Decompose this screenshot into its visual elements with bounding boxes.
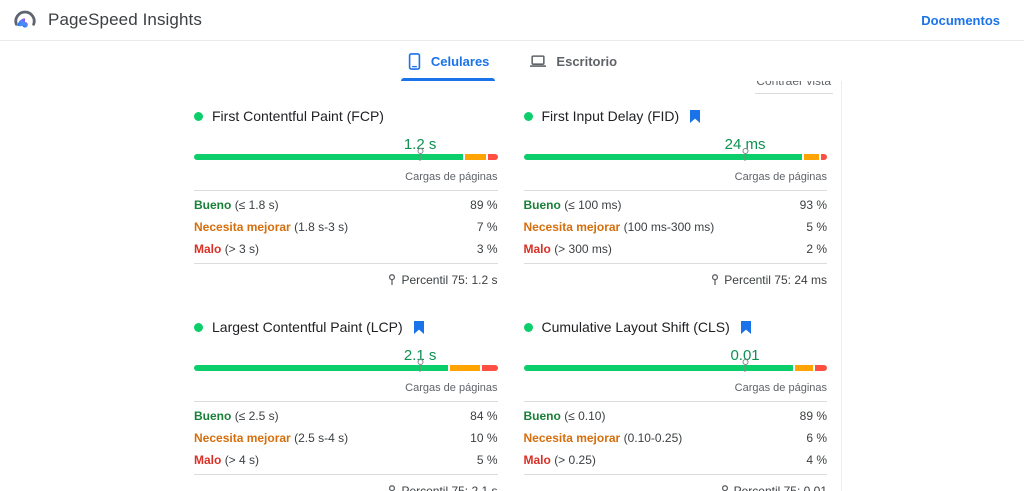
metric-value: 24 ms bbox=[724, 136, 766, 153]
p75-marker-icon bbox=[742, 148, 749, 161]
percentile-row: Percentil 75: 2.1 s bbox=[194, 475, 498, 491]
docs-link[interactable]: Documentos bbox=[921, 12, 1000, 28]
bookmark-icon[interactable] bbox=[740, 320, 751, 334]
p75-marker-icon bbox=[742, 359, 749, 372]
metric-status-dot bbox=[194, 322, 203, 332]
dist-row-good: Bueno (≤ 0.10) 89 % bbox=[523, 409, 828, 423]
app-header: PageSpeed Insights Documentos bbox=[0, 0, 1024, 41]
laptop-icon bbox=[529, 54, 547, 69]
metric-value: 1.2 s bbox=[403, 136, 437, 153]
bookmark-icon[interactable] bbox=[413, 320, 424, 334]
metric-status-dot bbox=[523, 111, 533, 121]
metrics-grid: First Contentful Paint (FCP) 1.2 s Carga… bbox=[182, 94, 841, 491]
distribution-bar bbox=[194, 359, 498, 372]
bar-segment-poor bbox=[814, 365, 827, 371]
bar-segment-good bbox=[194, 365, 449, 371]
percentile-marker-icon bbox=[388, 485, 396, 491]
phone-icon bbox=[407, 52, 422, 70]
bar-segment-good bbox=[523, 154, 803, 160]
metric-title: Largest Contentful Paint (LCP) bbox=[212, 319, 403, 335]
metric-value: 2.1 s bbox=[403, 347, 437, 364]
metric-status-dot bbox=[523, 322, 533, 332]
bar-segment-poor bbox=[821, 154, 827, 160]
brand[interactable]: PageSpeed Insights bbox=[12, 7, 202, 33]
dist-row-needs-improvement: Necesita mejorar (2.5 s-4 s) 10 % bbox=[194, 431, 498, 445]
percentile-marker-icon bbox=[711, 274, 719, 286]
metric-title: First Contentful Paint (FCP) bbox=[212, 108, 384, 124]
bar-segment-needs-improvement bbox=[465, 154, 487, 160]
percentile-value: Percentil 75: 24 ms bbox=[724, 273, 827, 287]
dist-row-poor: Malo (> 4 s) 5 % bbox=[194, 453, 498, 467]
dist-row-needs-improvement: Necesita mejorar (0.10-0.25) 6 % bbox=[523, 431, 828, 445]
percentile-value: Percentil 75: 1.2 s bbox=[401, 273, 498, 287]
page-loads-label: Cargas de páginas bbox=[194, 382, 498, 402]
percentile-marker-icon bbox=[388, 274, 396, 286]
tab-desktop-label: Escritorio bbox=[556, 53, 618, 69]
percentile-row: Percentil 75: 24 ms bbox=[524, 264, 827, 287]
dist-row-good: Bueno (≤ 2.5 s) 84 % bbox=[194, 409, 498, 423]
bar-segment-poor bbox=[488, 154, 498, 160]
tab-desktop[interactable]: Escritorio bbox=[523, 41, 623, 81]
bar-segment-good bbox=[194, 154, 464, 160]
page-loads-label: Cargas de páginas bbox=[523, 382, 827, 402]
distribution-bar bbox=[194, 148, 498, 161]
percentile-row: Percentil 75: 1.2 s bbox=[194, 264, 498, 287]
bar-segment-needs-improvement bbox=[794, 365, 813, 371]
view-toggle-row: Contraer vista bbox=[182, 81, 841, 94]
bar-segment-poor bbox=[482, 365, 498, 371]
bar-segment-good bbox=[523, 365, 793, 371]
p75-marker-icon bbox=[417, 359, 424, 372]
page-loads-label: Cargas de páginas bbox=[523, 171, 827, 191]
metric-card-lcp: Largest Contentful Paint (LCP) 2.1 s Car… bbox=[194, 317, 498, 491]
pagespeed-logo-icon bbox=[12, 7, 38, 33]
metric-card-cls: Cumulative Layout Shift (CLS) 0.01 Carga… bbox=[523, 317, 828, 491]
device-tabbar: Celulares Escritorio bbox=[0, 41, 1024, 81]
tab-mobile-label: Celulares bbox=[430, 53, 490, 69]
metric-status-dot bbox=[194, 111, 203, 121]
tab-mobile[interactable]: Celulares bbox=[400, 41, 496, 81]
dist-row-poor: Malo (> 0.25) 4 % bbox=[523, 453, 828, 467]
bar-segment-needs-improvement bbox=[450, 365, 481, 371]
dist-row-good: Bueno (≤ 100 ms) 93 % bbox=[523, 198, 828, 212]
dist-row-poor: Malo (> 3 s) 3 % bbox=[194, 242, 498, 256]
distribution-bar bbox=[523, 148, 828, 161]
percentile-marker-icon bbox=[721, 485, 729, 491]
metric-card-fid: First Input Delay (FID) 24 ms Cargas de … bbox=[523, 106, 828, 287]
page-title: PageSpeed Insights bbox=[48, 10, 202, 29]
percentile-value: Percentil 75: 0.01 bbox=[733, 484, 827, 491]
metric-card-fcp: First Contentful Paint (FCP) 1.2 s Carga… bbox=[194, 106, 498, 287]
metric-title: First Input Delay (FID) bbox=[541, 108, 680, 124]
bookmark-icon[interactable] bbox=[690, 109, 701, 123]
dist-row-needs-improvement: Necesita mejorar (1.8 s-3 s) 7 % bbox=[194, 220, 498, 234]
percentile-row: Percentil 75: 0.01 bbox=[524, 475, 827, 491]
bar-segment-needs-improvement bbox=[804, 154, 819, 160]
dist-row-needs-improvement: Necesita mejorar (100 ms-300 ms) 5 % bbox=[523, 220, 828, 234]
field-data-section: Contraer vista First Contentful Paint (F… bbox=[182, 81, 842, 491]
metric-title: Cumulative Layout Shift (CLS) bbox=[541, 319, 730, 335]
dist-row-poor: Malo (> 300 ms) 2 % bbox=[523, 242, 828, 256]
collapse-view-link[interactable]: Contraer vista bbox=[756, 81, 831, 88]
metric-value: 0.01 bbox=[730, 347, 760, 364]
dist-row-good: Bueno (≤ 1.8 s) 89 % bbox=[194, 198, 498, 212]
page-loads-label: Cargas de páginas bbox=[194, 171, 498, 191]
percentile-value: Percentil 75: 2.1 s bbox=[401, 484, 498, 491]
distribution-bar bbox=[523, 359, 827, 372]
p75-marker-icon bbox=[417, 148, 424, 161]
